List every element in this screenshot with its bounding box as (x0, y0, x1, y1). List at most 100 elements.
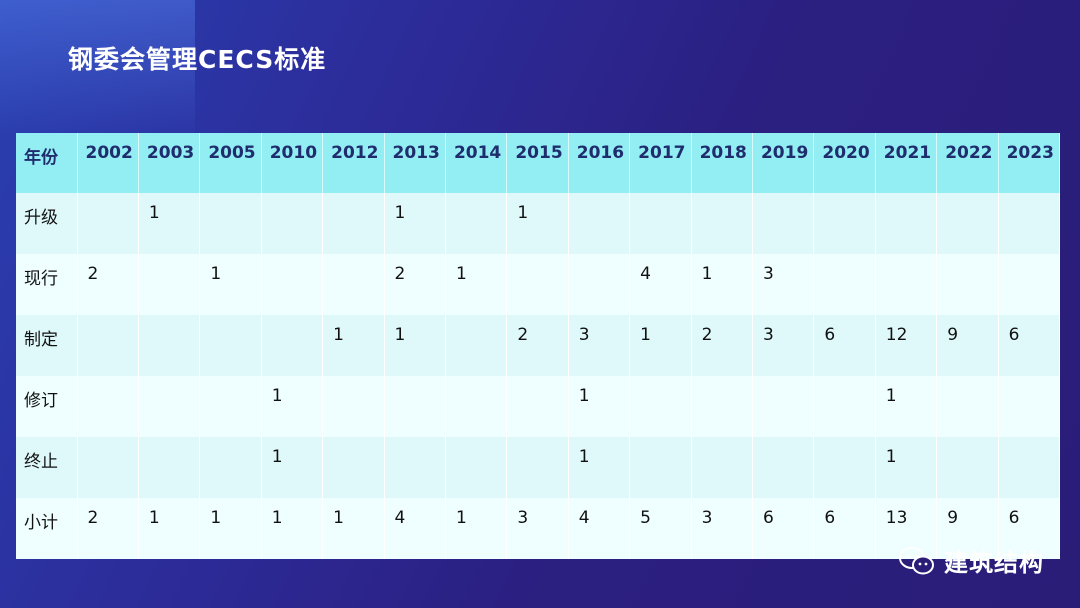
table-cell (629, 376, 692, 437)
table-cell: 3 (752, 254, 815, 315)
table-row: 制定 1 1 2 3 1 2 3 6 12 9 6 (16, 315, 1061, 376)
table-cell (77, 315, 139, 376)
table-cell: 5 (629, 498, 692, 559)
table-cell: 2 (77, 498, 139, 559)
standards-table: 年份 2002 2003 2005 2010 2012 2013 2014 20… (16, 133, 1061, 559)
table-cell: 2 (384, 254, 446, 315)
table-cell (568, 193, 631, 254)
header-year: 2023 (998, 133, 1061, 193)
table-cell (261, 193, 324, 254)
table-cell (998, 193, 1061, 254)
wechat-icon (899, 546, 934, 574)
table-row: 现行 2 1 2 1 4 1 3 (16, 254, 1061, 315)
table-cell: 1 (261, 437, 324, 498)
table-cell: 1 (199, 254, 262, 315)
header-year: 2017 (629, 133, 692, 193)
table-cell: 1 (875, 437, 938, 498)
header-year: 2013 (384, 133, 446, 193)
table-cell: 4 (384, 498, 446, 559)
table-row: 终止 1 1 1 (16, 437, 1061, 498)
table-cell (506, 376, 569, 437)
header-year: 2014 (445, 133, 508, 193)
watermark: 建筑结构 (898, 543, 1044, 578)
table-cell (875, 254, 938, 315)
table-cell (322, 254, 385, 315)
table-cell: 6 (813, 315, 876, 376)
table-cell: 4 (629, 254, 692, 315)
table-cell (813, 376, 876, 437)
table-cell (445, 376, 508, 437)
table-cell (384, 437, 446, 498)
table-cell: 3 (752, 315, 815, 376)
table-cell (629, 437, 692, 498)
row-label: 修订 (16, 376, 78, 437)
table-cell: 2 (77, 254, 139, 315)
table-cell (138, 315, 201, 376)
table-cell (322, 376, 385, 437)
watermark-text: 建筑结构 (944, 549, 1044, 577)
header-year: 2012 (322, 133, 385, 193)
table-cell: 4 (568, 498, 631, 559)
table-cell (77, 193, 139, 254)
table-cell (568, 254, 631, 315)
table-cell: 1 (322, 498, 385, 559)
table-cell (998, 437, 1061, 498)
table-cell (998, 254, 1061, 315)
header-year: 2018 (691, 133, 753, 193)
table-cell (936, 254, 999, 315)
table-cell (199, 437, 262, 498)
table-row: 小计 2 1 1 1 1 4 1 3 4 5 3 6 6 13 9 6 (16, 498, 1061, 559)
table-cell: 9 (936, 498, 999, 559)
header-year: 2005 (199, 133, 262, 193)
header-year: 2015 (506, 133, 569, 193)
table-cell (506, 437, 569, 498)
table-cell (322, 193, 385, 254)
table-cell (936, 437, 999, 498)
table-cell (936, 193, 999, 254)
table-cell (936, 376, 999, 437)
table-cell (691, 193, 753, 254)
table-cell: 6 (998, 315, 1061, 376)
table-cell: 1 (138, 193, 201, 254)
header-year: 2002 (77, 133, 139, 193)
table-cell (138, 376, 201, 437)
row-label: 升级 (16, 193, 78, 254)
header-year: 2019 (752, 133, 815, 193)
table-cell: 1 (568, 437, 631, 498)
table-cell (506, 254, 569, 315)
table-cell: 3 (568, 315, 631, 376)
table-cell: 1 (384, 315, 446, 376)
table-cell (445, 315, 508, 376)
table-cell: 1 (629, 315, 692, 376)
table-cell (261, 315, 324, 376)
header-year: 2010 (261, 133, 324, 193)
table-cell (77, 376, 139, 437)
header-year: 2022 (936, 133, 999, 193)
table-cell: 1 (506, 193, 569, 254)
row-label: 终止 (16, 437, 78, 498)
table-cell: 1 (199, 498, 262, 559)
table-cell: 6 (813, 498, 876, 559)
table-cell: 2 (691, 315, 753, 376)
table-cell (138, 254, 201, 315)
table-cell (138, 437, 201, 498)
table-cell (813, 254, 876, 315)
table-cell (384, 376, 446, 437)
table-cell (813, 193, 876, 254)
table-cell (752, 437, 815, 498)
table-cell (629, 193, 692, 254)
header-year: 2016 (568, 133, 631, 193)
background-glow (0, 0, 195, 140)
row-label: 现行 (16, 254, 78, 315)
table-cell: 1 (445, 254, 508, 315)
table-cell (445, 193, 508, 254)
table-cell (261, 254, 324, 315)
table-cell: 1 (322, 315, 385, 376)
header-year: 2021 (875, 133, 938, 193)
table-cell: 1 (691, 254, 753, 315)
table-cell (752, 376, 815, 437)
table-cell: 1 (875, 376, 938, 437)
table-cell: 6 (752, 498, 815, 559)
header-year: 2020 (813, 133, 876, 193)
header-year-label: 年份 (16, 133, 78, 193)
